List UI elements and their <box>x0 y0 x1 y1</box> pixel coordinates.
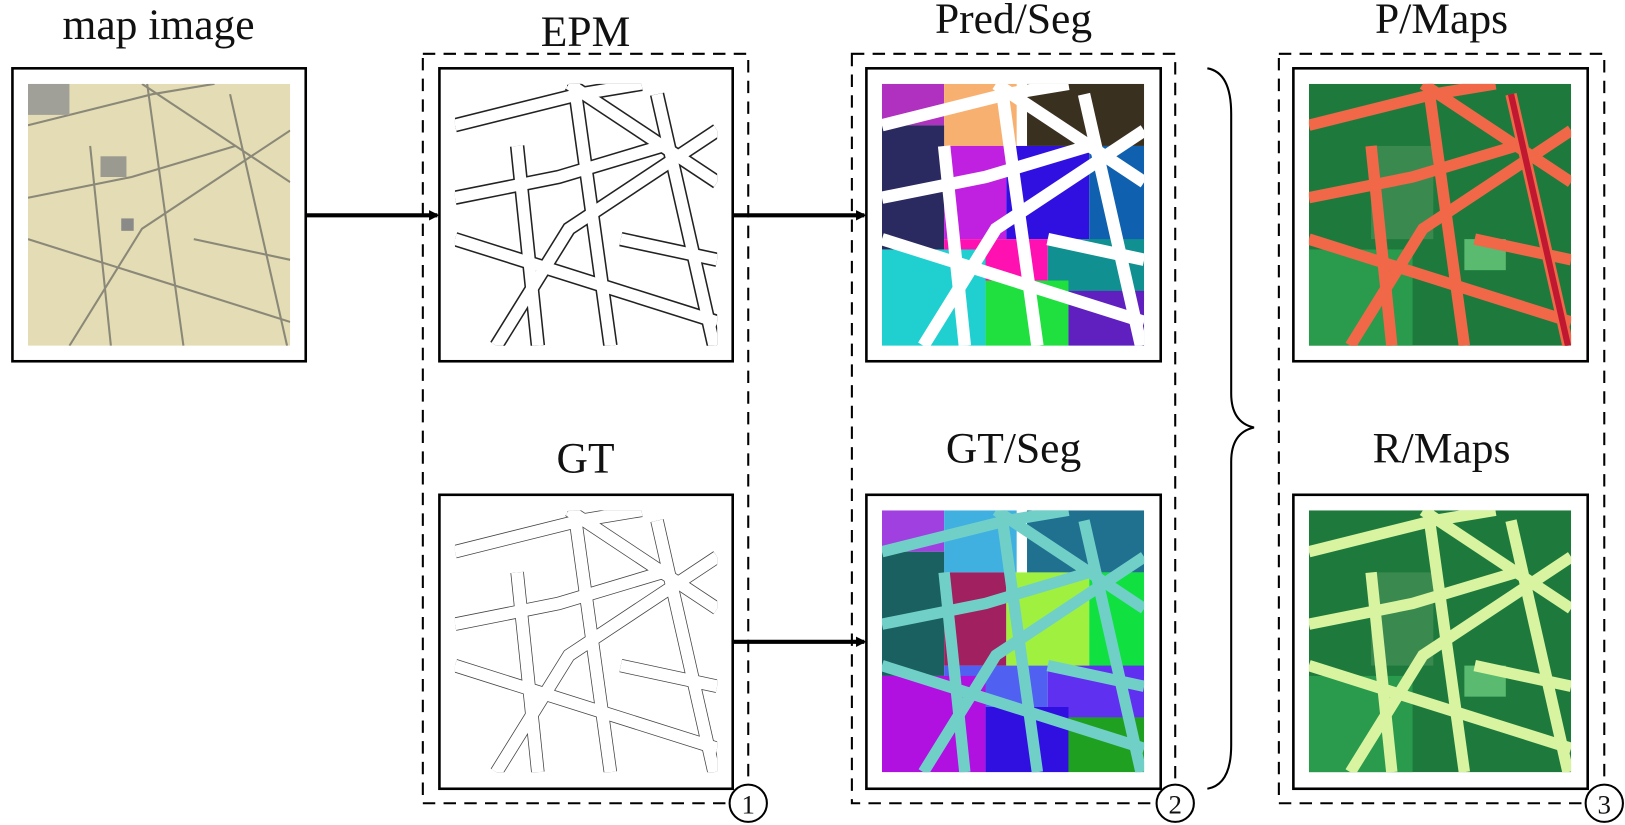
label: GT/Seg <box>946 424 1081 472</box>
r-maps-image <box>1308 510 1572 772</box>
brace <box>1207 67 1255 790</box>
map-image <box>27 83 291 346</box>
step-circle <box>728 783 768 823</box>
step-circle <box>1584 783 1624 823</box>
shape <box>27 83 70 115</box>
step-number: 3 <box>1598 789 1611 819</box>
label: EPM <box>541 8 631 56</box>
label: R/Maps <box>1373 424 1511 472</box>
shape <box>27 83 291 346</box>
step-number: 2 <box>1168 789 1181 819</box>
shape <box>100 156 127 178</box>
label: P/Maps <box>1375 0 1508 43</box>
label: GT <box>557 435 615 483</box>
label: Pred/Seg <box>935 0 1092 43</box>
pred-seg-image <box>882 84 1145 346</box>
group-box <box>850 52 1177 805</box>
label: map image <box>62 1 254 49</box>
p-maps-image <box>1308 84 1572 346</box>
shape <box>121 218 134 231</box>
step-marker: 1 2 3 <box>728 783 1624 823</box>
shape <box>1507 93 1572 346</box>
step-circle <box>1155 783 1195 823</box>
step-number: 1 <box>742 789 755 819</box>
gt-seg-image <box>882 510 1145 772</box>
